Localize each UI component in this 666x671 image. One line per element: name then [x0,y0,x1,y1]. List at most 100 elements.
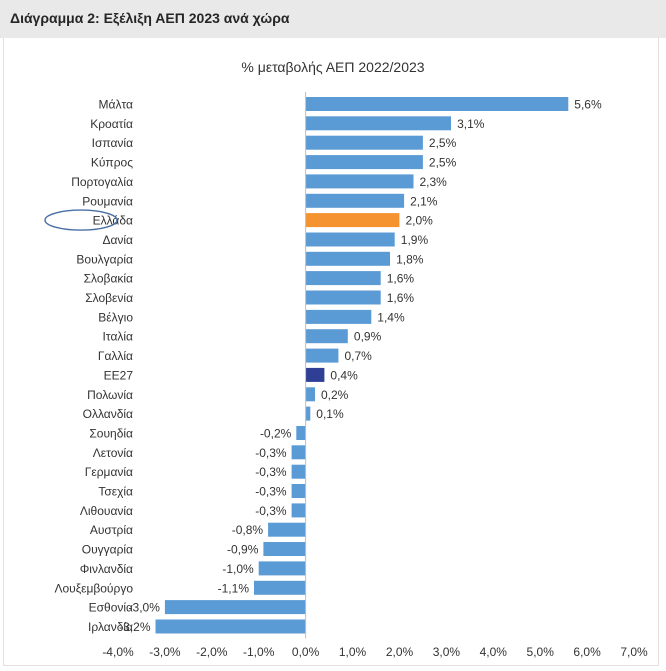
category-label: ΕΕ27 [104,368,134,382]
category-label: Ελλάδα [93,214,133,228]
bar [305,232,395,247]
x-tick-label: 0,0% [292,645,320,659]
x-tick-label: 7,0% [620,645,648,659]
value-label: 2,5% [429,136,457,150]
category-label: Βέλγιο [98,310,133,324]
value-label: 0,7% [345,349,373,363]
bar [305,213,400,228]
header-bar: Διάγραμμα 2: Εξέλιξη ΑΕΠ 2023 ανά χώρα [0,0,666,38]
value-label: 0,2% [321,388,349,402]
bar [263,542,306,556]
value-label: 2,0% [406,214,434,228]
value-label: -0,3% [255,504,287,518]
value-label: -3,0% [129,601,161,615]
bar [305,406,311,421]
category-label: Σλοβενία [85,291,133,305]
category-label: Αυστρία [90,523,133,537]
value-label: -0,8% [232,523,264,537]
bar [164,600,306,615]
category-label: Ισπανία [92,136,133,150]
x-tick-label: -3,0% [149,645,181,659]
category-label: Λουξεμβούργο [54,581,133,595]
value-label: -0,3% [255,485,287,499]
category-label: Δανία [102,233,133,247]
value-label: 3,1% [457,117,485,131]
category-label: Ουγγαρία [82,543,133,557]
bar [291,503,306,518]
x-tick-label: 2,0% [386,645,414,659]
value-label: 0,1% [316,407,344,421]
bar [155,619,306,634]
bar [305,155,423,170]
bar [268,522,306,537]
category-label: Ρουμανία [82,194,133,208]
bar [305,116,451,131]
category-label: Ιρλανδία [88,620,133,634]
value-label: 1,4% [377,310,405,324]
x-tick-label: 3,0% [433,645,461,659]
bar [305,174,414,189]
x-tick-label: -2,0% [196,645,228,659]
value-label: 2,3% [420,175,448,189]
bar [296,426,306,440]
category-label: Γερμανία [85,465,133,479]
bar [291,484,306,498]
bar [305,135,423,150]
bar [305,329,348,344]
value-label: 5,6% [574,98,602,112]
value-label: 1,8% [396,252,424,266]
bar [305,348,339,363]
category-label: Κροατία [90,117,133,131]
value-label: 1,9% [401,233,429,247]
value-label: -0,3% [255,446,287,460]
value-label: 0,4% [330,368,358,382]
x-tick-label: 4,0% [480,645,508,659]
x-tick-label: 6,0% [573,645,601,659]
bar [305,367,325,382]
page-title: Διάγραμμα 2: Εξέλιξη ΑΕΠ 2023 ανά χώρα [10,10,290,26]
bar [254,580,306,595]
bar [305,193,405,208]
value-label: 2,5% [429,156,457,170]
x-tick-label: 1,0% [339,645,367,659]
value-label: 2,1% [410,194,438,208]
category-label: Εσθονία [89,601,133,615]
bar [305,309,372,324]
x-tick-label: -4,0% [102,645,134,659]
bar [258,561,306,576]
category-label: Ιταλία [103,330,134,344]
value-label: 1,6% [387,291,415,305]
highlight-circle [44,209,118,231]
category-label: Βουλγαρία [76,252,133,266]
value-label: -3,2% [119,620,151,634]
bar [305,290,381,305]
bar [305,387,315,402]
category-label: Σουηδία [89,427,133,441]
category-label: Φινλανδία [80,562,133,576]
category-label: Λετονία [93,446,133,460]
value-label: 0,9% [354,330,382,344]
category-label: Κύπρος [91,156,133,170]
x-tick-label: 5,0% [527,645,555,659]
chart-title: % μεταβολής ΑΕΠ 2022/2023 [241,59,424,75]
value-label: -0,2% [260,427,292,441]
value-label: -1,1% [218,581,250,595]
value-label: -0,3% [255,465,287,479]
category-label: Πορτογαλία [71,175,133,189]
category-label: Τσεχία [98,485,133,499]
bar [305,271,381,286]
category-label: Μάλτα [99,98,134,112]
value-label: 1,6% [387,272,415,286]
bar [305,251,390,266]
category-label: Λιθουανία [80,504,133,518]
bar [305,97,569,111]
bar [291,464,306,479]
category-label: Πολωνία [87,388,133,402]
value-label: -0,9% [227,543,259,557]
chart-frame [3,38,659,666]
x-tick-label: -1,0% [243,645,275,659]
category-label: Γαλλία [98,349,133,363]
category-label: Ολλανδία [83,407,133,421]
category-label: Σλοβακία [84,272,133,286]
